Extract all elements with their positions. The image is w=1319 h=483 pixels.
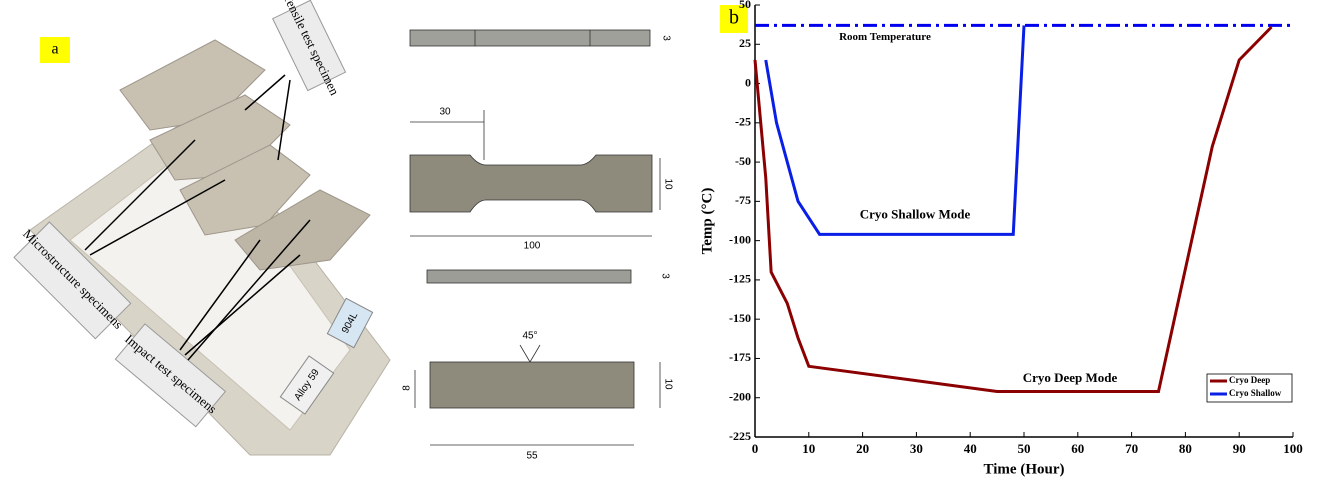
callout-box xyxy=(13,221,132,340)
x-tick-label: 70 xyxy=(1125,441,1138,456)
y-tick-label: -150 xyxy=(729,311,751,325)
x-tick-label: 10 xyxy=(802,441,815,456)
y-tick-label: -100 xyxy=(729,232,751,246)
dimension: 3 xyxy=(660,35,671,41)
dimension: 45° xyxy=(522,331,537,342)
drawings xyxy=(409,29,661,446)
y-tick-label: -50 xyxy=(735,154,751,168)
x-tick-label: 20 xyxy=(856,441,869,456)
x-tick-label: 30 xyxy=(910,441,923,456)
dimensions: 3 30 10 100 3 45° 8 10 55 xyxy=(402,35,674,461)
panel-label: a xyxy=(51,41,58,58)
x-tick-label: 90 xyxy=(1233,441,1246,456)
y-tick-label: -175 xyxy=(729,350,751,364)
callout-box xyxy=(272,0,347,92)
dimension: 3 xyxy=(659,273,670,279)
panel-label: b xyxy=(729,7,739,29)
reference-label: Room Temperature xyxy=(839,31,931,43)
dimension: 10 xyxy=(662,378,673,390)
panel-label-bg xyxy=(40,37,70,63)
legend-box xyxy=(1206,373,1293,403)
chart: b Temp (°C) Time (Hour) 50 25 0 -25 -50 -75 -1… xyxy=(699,0,1302,477)
x-tick-label: 80 xyxy=(1179,441,1192,456)
dimension: 8 xyxy=(402,385,413,391)
dimension: 10 xyxy=(662,178,673,190)
y-tick-label: -225 xyxy=(729,429,751,443)
x-tick-label: 50 xyxy=(1018,441,1031,456)
dimension: 55 xyxy=(526,451,538,462)
specimen xyxy=(234,189,371,271)
y-tick-label: -125 xyxy=(729,272,751,286)
x-tick-label: 60 xyxy=(1071,441,1084,456)
x-axis-label: Time (Hour) xyxy=(984,461,1065,477)
x-tick-label: 0 xyxy=(752,441,759,456)
series-line xyxy=(753,25,1273,393)
legend-label: Cryo Deep xyxy=(1229,375,1270,385)
y-tick-label: 50 xyxy=(739,0,751,11)
y-tick-label: -200 xyxy=(729,389,751,403)
plate-tag xyxy=(326,297,374,349)
panel-a: 904L Alloy 59 a Tensile test specimen Mi… xyxy=(13,0,391,456)
panel-label-bg xyxy=(720,5,748,33)
annotation: Cryo Deep Mode xyxy=(1023,370,1118,385)
arrows xyxy=(84,74,311,361)
specimen xyxy=(179,144,311,236)
y-tick-label: -75 xyxy=(735,193,751,207)
dimension: 30 xyxy=(439,107,451,118)
callout-box xyxy=(114,323,227,428)
annotation: Cryo Shallow Mode xyxy=(860,206,971,221)
x-tick-label: 100 xyxy=(1283,441,1303,456)
specimen xyxy=(119,39,266,131)
y-axis-label: Temp (°C) xyxy=(699,188,715,255)
plate-tag xyxy=(279,355,335,415)
y-tick-label: 0 xyxy=(745,75,751,89)
frame xyxy=(69,139,351,431)
legend-label: Cryo Shallow xyxy=(1229,388,1282,398)
y-tick-label: 25 xyxy=(739,36,751,50)
dimension: 100 xyxy=(524,241,541,252)
x-tick-label: 40 xyxy=(964,441,977,456)
y-tick-label: -25 xyxy=(735,115,751,129)
series-line xyxy=(764,25,1026,236)
